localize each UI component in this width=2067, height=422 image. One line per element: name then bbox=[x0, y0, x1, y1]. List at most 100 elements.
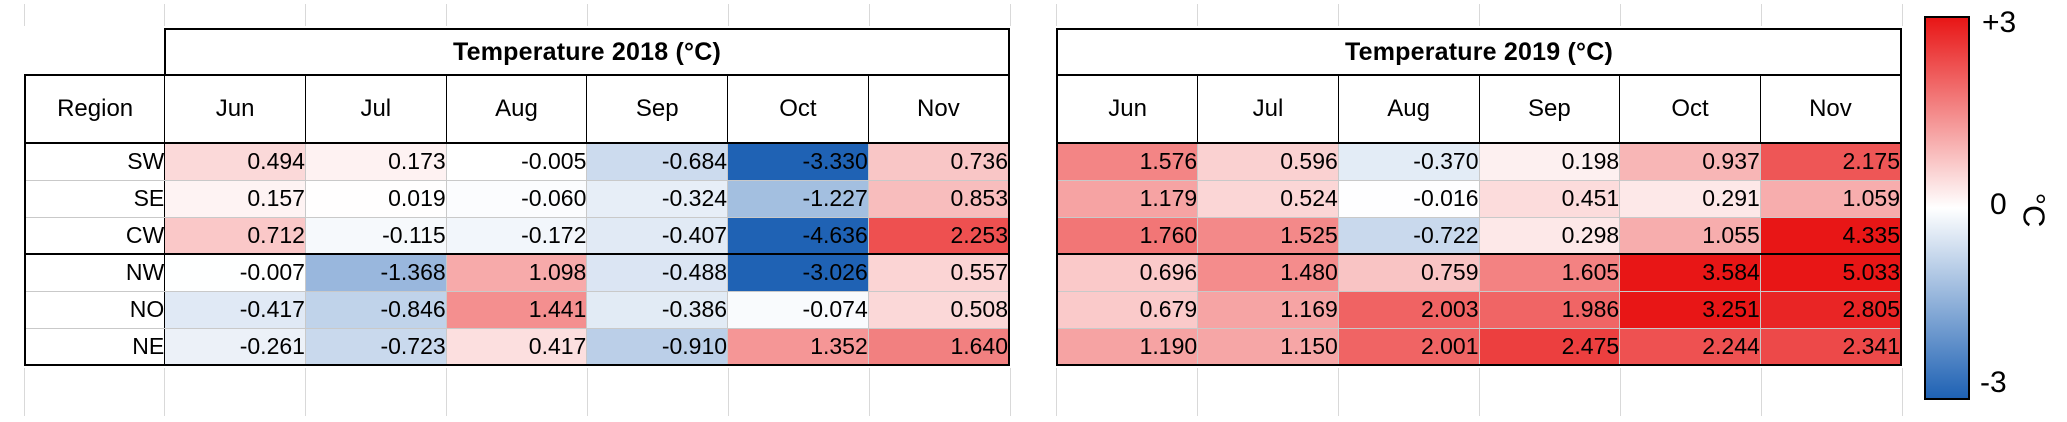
heatmap-cell: 5.033 bbox=[1759, 253, 1902, 292]
gridline-stub bbox=[1479, 368, 1480, 416]
heatmap-cell: -4.636 bbox=[727, 216, 869, 255]
heatmap-cell: 1.098 bbox=[445, 253, 588, 292]
heatmap-cell: 2.341 bbox=[1759, 327, 1902, 366]
gridline-stub bbox=[1010, 4, 1011, 26]
gridline-stub bbox=[1620, 4, 1621, 26]
heatmap-cell: 0.524 bbox=[1197, 179, 1339, 218]
heatmap-cell: -0.407 bbox=[586, 216, 729, 255]
gridline-stub bbox=[1620, 368, 1621, 416]
heatmap-cell: 0.494 bbox=[164, 142, 306, 181]
column-header: Oct bbox=[1619, 74, 1761, 144]
column-header: Sep bbox=[1478, 74, 1621, 144]
gridline-stub bbox=[164, 368, 165, 416]
column-header: Aug bbox=[1337, 74, 1480, 144]
heatmap-cell: 2.244 bbox=[1619, 327, 1761, 366]
gridline-stub bbox=[1338, 368, 1339, 416]
heatmap-cell: 1.576 bbox=[1056, 142, 1199, 181]
heatmap-cell: 3.584 bbox=[1619, 253, 1761, 292]
heatmap-cell: 1.169 bbox=[1197, 290, 1339, 329]
heatmap-cell: 1.760 bbox=[1056, 216, 1199, 255]
heatmap-cell: 0.679 bbox=[1056, 290, 1199, 329]
colorbar bbox=[1924, 16, 1970, 400]
gridline-stub bbox=[1902, 368, 1903, 416]
heatmap-cell: 2.253 bbox=[867, 216, 1010, 255]
heatmap-cell: -0.910 bbox=[586, 327, 729, 366]
heatmap-cell: 0.173 bbox=[304, 142, 447, 181]
heatmap-cell: -0.722 bbox=[1337, 216, 1480, 255]
row-label: NO bbox=[24, 290, 166, 329]
gridline-stub bbox=[1761, 4, 1762, 26]
row-label: SW bbox=[24, 142, 166, 181]
heatmap-cell: -1.227 bbox=[727, 179, 869, 218]
heatmap-cell: 0.157 bbox=[164, 179, 306, 218]
table-title: Temperature 2019 (°C) bbox=[1056, 28, 1902, 76]
heatmap-table: Region Jun Jul Aug Sep Oct Nov SW 0.494 0.173 -0.0… bbox=[24, 74, 1010, 366]
heatmap-cell: -0.007 bbox=[164, 253, 306, 292]
table-title: Temperature 2018 (°C) bbox=[164, 28, 1010, 76]
heatmap-cell: -0.261 bbox=[164, 327, 306, 366]
heatmap-cell: -0.060 bbox=[445, 179, 588, 218]
heatmap-cell: 1.059 bbox=[1759, 179, 1902, 218]
heatmap-cell: -0.172 bbox=[445, 216, 588, 255]
gridline-stub bbox=[869, 4, 870, 26]
heatmap-cell: 4.335 bbox=[1759, 216, 1902, 255]
gridline-stub bbox=[1056, 4, 1057, 26]
column-header: Aug bbox=[445, 74, 588, 144]
heatmap-cell: 0.937 bbox=[1619, 142, 1761, 181]
gridline-stub bbox=[1197, 4, 1198, 26]
row-label: CW bbox=[24, 216, 166, 255]
gridline-stub bbox=[869, 368, 870, 416]
column-header: Jul bbox=[1197, 74, 1339, 144]
heatmap-cell: -0.684 bbox=[586, 142, 729, 181]
heatmap-cell: -0.846 bbox=[304, 290, 447, 329]
heatmap-cell: -0.005 bbox=[445, 142, 588, 181]
heatmap-cell: 2.175 bbox=[1759, 142, 1902, 181]
heatmap-cell: -0.723 bbox=[304, 327, 447, 366]
gridline-stub bbox=[1479, 4, 1480, 26]
gridline-stub bbox=[587, 4, 588, 26]
heatmap-cell: 1.179 bbox=[1056, 179, 1199, 218]
heatmap-cell: 0.508 bbox=[867, 290, 1010, 329]
heatmap-cell: 0.291 bbox=[1619, 179, 1761, 218]
gridline-stub bbox=[305, 368, 306, 416]
heatmap-cell: 2.003 bbox=[1337, 290, 1480, 329]
heatmap-cell: 0.712 bbox=[164, 216, 306, 255]
heatmap-cell: 3.251 bbox=[1619, 290, 1761, 329]
colorbar-min-label: -3 bbox=[1980, 366, 2007, 399]
heatmap-cell: 0.759 bbox=[1337, 253, 1480, 292]
column-header: Jun bbox=[164, 74, 306, 144]
column-header: Jun bbox=[1056, 74, 1199, 144]
column-header: Nov bbox=[867, 74, 1010, 144]
heatmap-cell: -0.016 bbox=[1337, 179, 1480, 218]
heatmap-cell: 0.557 bbox=[867, 253, 1010, 292]
heatmap-cell: -3.330 bbox=[727, 142, 869, 181]
heatmap-cell: -0.488 bbox=[586, 253, 729, 292]
heatmap-cell: 2.001 bbox=[1337, 327, 1480, 366]
heatmap-cell: 1.055 bbox=[1619, 216, 1761, 255]
colorbar-max-label: +3 bbox=[1982, 6, 2017, 39]
colorbar-mid-label: 0 bbox=[1990, 188, 2007, 221]
gridline-stub bbox=[305, 4, 306, 26]
heatmap-cell: -3.026 bbox=[727, 253, 869, 292]
heatmap-cell: 0.019 bbox=[304, 179, 447, 218]
heatmap-cell: 0.596 bbox=[1197, 142, 1339, 181]
column-header: Sep bbox=[586, 74, 729, 144]
heatmap-cell: -0.370 bbox=[1337, 142, 1480, 181]
heatmap-cell: 1.605 bbox=[1478, 253, 1621, 292]
gridline-stub bbox=[1056, 368, 1057, 416]
heatmap-cell: -0.324 bbox=[586, 179, 729, 218]
heatmap-cell: 0.417 bbox=[445, 327, 588, 366]
gridline-stub bbox=[24, 368, 25, 416]
gridline-stub bbox=[446, 4, 447, 26]
heatmap-cell: 0.853 bbox=[867, 179, 1010, 218]
gridline-stub bbox=[1197, 368, 1198, 416]
column-header: Jul bbox=[304, 74, 447, 144]
heatmap-cell: 1.525 bbox=[1197, 216, 1339, 255]
heatmap-cell: -0.074 bbox=[727, 290, 869, 329]
heatmap-cell: 1.190 bbox=[1056, 327, 1199, 366]
row-label: NE bbox=[24, 327, 166, 366]
gridline-stub bbox=[1338, 4, 1339, 26]
gridline-stub bbox=[164, 4, 165, 26]
column-header: Nov bbox=[1759, 74, 1902, 144]
